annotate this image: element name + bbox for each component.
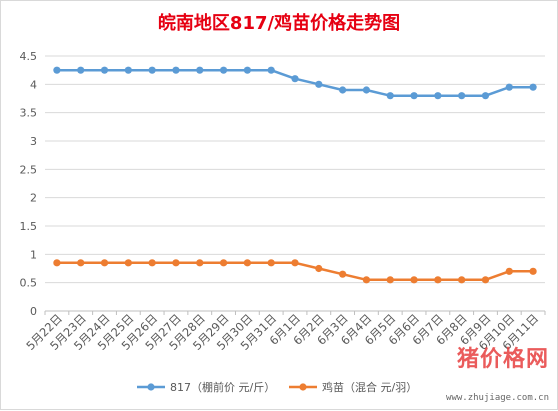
data-point (219, 66, 228, 74)
data-point (315, 264, 323, 273)
y-tick-label: 0.5 (20, 277, 38, 290)
data-point (339, 270, 347, 278)
y-tick-label: 4.5 (20, 50, 38, 63)
data-point (196, 66, 204, 74)
y-tick-label: 1 (30, 248, 37, 261)
legend-label-1: 817（棚前价 元/斤） (170, 380, 275, 394)
data-point (124, 259, 132, 267)
data-point (386, 92, 394, 100)
watermark-url: www.zhujiage.com.cn (446, 393, 549, 403)
data-point (291, 75, 299, 83)
y-tick-label: 2 (30, 192, 37, 205)
legend-marker-2 (299, 383, 307, 391)
y-tick-label: 3 (30, 135, 37, 148)
data-point (315, 80, 323, 88)
data-point (410, 276, 418, 284)
data-point (339, 86, 347, 94)
data-point (53, 259, 61, 267)
y-tick-label: 0 (30, 305, 37, 318)
data-point (481, 276, 490, 284)
data-point (267, 66, 275, 74)
data-point (505, 267, 513, 275)
legend-marker-1 (147, 383, 155, 391)
data-point (148, 66, 156, 74)
watermark-brand: 猪价格网 (456, 347, 549, 372)
data-point (148, 259, 156, 267)
data-point (458, 92, 466, 100)
data-point (124, 66, 132, 74)
data-point (529, 83, 537, 91)
data-point (481, 92, 490, 100)
data-point (458, 276, 466, 284)
data-point (196, 259, 204, 267)
data-point (77, 66, 85, 74)
data-point (172, 259, 180, 267)
data-point (386, 276, 394, 284)
series-line-1 (56, 68, 534, 97)
data-point (172, 66, 180, 74)
data-point (410, 92, 418, 100)
data-point (505, 83, 513, 91)
legend-label-2: 鸡苗（混合 元/羽） (322, 380, 417, 394)
data-point (100, 66, 109, 74)
y-tick-label: 4 (30, 78, 37, 91)
data-point (77, 259, 85, 267)
chart-title: 皖南地区817/鸡苗价格走势图 (157, 13, 401, 34)
data-point (434, 276, 442, 284)
data-point (529, 267, 537, 275)
data-point (219, 259, 228, 267)
y-tick-label: 1.5 (20, 220, 38, 233)
data-point (434, 92, 442, 100)
data-point (243, 66, 251, 74)
data-point (362, 86, 371, 94)
y-tick-label: 3.5 (20, 107, 38, 120)
data-point (243, 259, 251, 267)
data-point (267, 259, 275, 267)
data-point (362, 276, 371, 284)
data-point (100, 259, 109, 267)
data-point (291, 259, 299, 267)
y-tick-label: 2.5 (20, 163, 38, 176)
data-point (53, 66, 61, 74)
